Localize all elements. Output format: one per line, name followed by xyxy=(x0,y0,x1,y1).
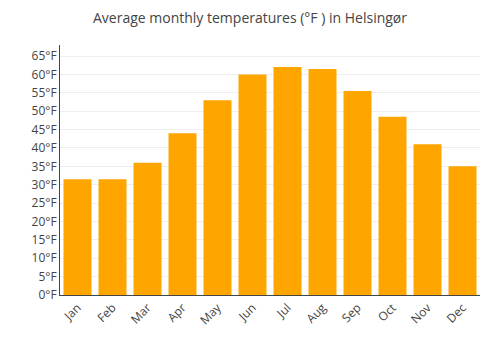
svg-text:Jun: Jun xyxy=(234,299,259,324)
svg-text:Average monthly temperatures (: Average monthly temperatures (°F ) in He… xyxy=(93,8,407,27)
svg-text:10°F: 10°F xyxy=(32,249,57,266)
svg-text:50°F: 50°F xyxy=(32,102,57,119)
svg-text:40°F: 40°F xyxy=(32,139,57,156)
svg-text:15°F: 15°F xyxy=(32,231,57,248)
svg-text:May: May xyxy=(196,299,225,328)
svg-text:Jul: Jul xyxy=(272,299,294,321)
svg-text:30°F: 30°F xyxy=(32,176,57,193)
svg-text:60°F: 60°F xyxy=(32,66,57,83)
svg-text:Sep: Sep xyxy=(338,299,365,326)
svg-text:20°F: 20°F xyxy=(32,213,57,230)
svg-text:5°F: 5°F xyxy=(38,268,56,285)
svg-text:Dec: Dec xyxy=(443,299,470,326)
svg-text:Apr: Apr xyxy=(164,299,190,325)
svg-text:35°F: 35°F xyxy=(32,158,57,175)
svg-text:Aug: Aug xyxy=(302,299,330,327)
svg-text:65°F: 65°F xyxy=(32,47,57,64)
svg-text:Nov: Nov xyxy=(407,299,435,327)
svg-text:45°F: 45°F xyxy=(32,121,57,138)
svg-text:Oct: Oct xyxy=(374,299,400,325)
svg-text:0°F: 0°F xyxy=(38,286,56,303)
svg-text:25°F: 25°F xyxy=(32,194,57,211)
svg-text:Jan: Jan xyxy=(60,299,85,324)
svg-text:Mar: Mar xyxy=(127,299,155,327)
svg-text:55°F: 55°F xyxy=(32,84,57,101)
svg-text:Feb: Feb xyxy=(93,299,119,325)
